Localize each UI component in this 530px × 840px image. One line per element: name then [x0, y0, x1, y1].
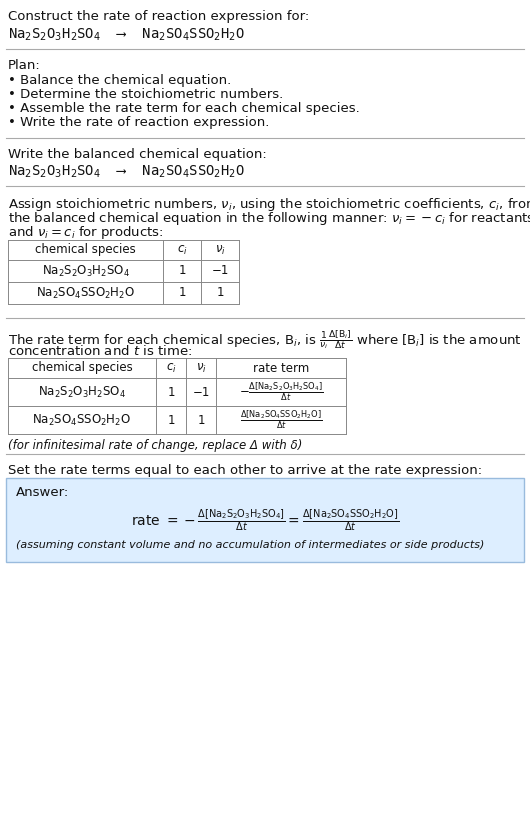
Text: 1: 1 — [167, 386, 175, 398]
Text: Na$_2$S$_2$O$_3$H$_2$SO$_4$  ⟶  Na$_2$SO$_4$SSO$_2$H$_2$O: Na$_2$S$_2$O$_3$H$_2$SO$_4$ ⟶ Na$_2$SO$_… — [8, 164, 245, 181]
Text: Na$_2$S$_2$O$_3$H$_2$SO$_4$  ⟶  Na$_2$SO$_4$SSO$_2$H$_2$O: Na$_2$S$_2$O$_3$H$_2$SO$_4$ ⟶ Na$_2$SO$_… — [8, 27, 245, 44]
Text: $c_i$: $c_i$ — [176, 244, 188, 256]
Text: the balanced chemical equation in the following manner: $\nu_i = -c_i$ for react: the balanced chemical equation in the fo… — [8, 210, 530, 227]
Text: $-\frac{\Delta[\mathrm{Na_2S_2O_3H_2SO_4}]}{\Delta t}$: $-\frac{\Delta[\mathrm{Na_2S_2O_3H_2SO_4… — [238, 381, 323, 403]
Text: Na$_2$S$_2$O$_3$H$_2$SO$_4$: Na$_2$S$_2$O$_3$H$_2$SO$_4$ — [38, 385, 126, 400]
Text: $\nu_i$: $\nu_i$ — [196, 361, 206, 375]
Text: (assuming constant volume and no accumulation of intermediates or side products): (assuming constant volume and no accumul… — [16, 540, 484, 550]
Text: Set the rate terms equal to each other to arrive at the rate expression:: Set the rate terms equal to each other t… — [8, 464, 482, 477]
Text: (for infinitesimal rate of change, replace Δ with δ): (for infinitesimal rate of change, repla… — [8, 439, 303, 452]
Text: and $\nu_i = c_i$ for products:: and $\nu_i = c_i$ for products: — [8, 224, 164, 241]
Text: $\frac{\Delta[\mathrm{Na_2SO_4SSO_2H_2O}]}{\Delta t}$: $\frac{\Delta[\mathrm{Na_2SO_4SSO_2H_2O}… — [240, 409, 322, 431]
Text: 1: 1 — [216, 286, 224, 300]
Text: Assign stoichiometric numbers, $\nu_i$, using the stoichiometric coefficients, $: Assign stoichiometric numbers, $\nu_i$, … — [8, 196, 530, 213]
Text: The rate term for each chemical species, B$_i$, is $\frac{1}{\nu_i}\frac{\Delta[: The rate term for each chemical species,… — [8, 328, 522, 351]
Text: concentration and $t$ is time:: concentration and $t$ is time: — [8, 344, 192, 358]
Text: $c_i$: $c_i$ — [166, 361, 176, 375]
Text: rate $= -\frac{\Delta[\mathrm{Na_2S_2O_3H_2SO_4}]}{\Delta t} = \frac{\Delta[\mat: rate $= -\frac{\Delta[\mathrm{Na_2S_2O_3… — [131, 507, 399, 533]
Text: • Determine the stoichiometric numbers.: • Determine the stoichiometric numbers. — [8, 88, 283, 101]
Text: $\nu_i$: $\nu_i$ — [215, 244, 225, 256]
Text: • Balance the chemical equation.: • Balance the chemical equation. — [8, 74, 231, 87]
Text: Answer:: Answer: — [16, 486, 69, 499]
Text: rate term: rate term — [253, 361, 309, 375]
Text: 1: 1 — [178, 265, 186, 277]
Text: • Assemble the rate term for each chemical species.: • Assemble the rate term for each chemic… — [8, 102, 360, 115]
Text: Na$_2$S$_2$O$_3$H$_2$SO$_4$: Na$_2$S$_2$O$_3$H$_2$SO$_4$ — [41, 264, 129, 279]
Text: 1: 1 — [178, 286, 186, 300]
Text: 1: 1 — [197, 413, 205, 427]
Text: Write the balanced chemical equation:: Write the balanced chemical equation: — [8, 148, 267, 161]
Text: Construct the rate of reaction expression for:: Construct the rate of reaction expressio… — [8, 10, 309, 23]
Text: Na$_2$SO$_4$SSO$_2$H$_2$O: Na$_2$SO$_4$SSO$_2$H$_2$O — [32, 412, 131, 428]
Text: chemical species: chemical species — [35, 244, 136, 256]
Text: 1: 1 — [167, 413, 175, 427]
Text: −1: −1 — [211, 265, 228, 277]
FancyBboxPatch shape — [6, 478, 524, 562]
Text: −1: −1 — [192, 386, 210, 398]
Text: chemical species: chemical species — [32, 361, 132, 375]
Text: • Write the rate of reaction expression.: • Write the rate of reaction expression. — [8, 116, 269, 129]
Text: Plan:: Plan: — [8, 59, 41, 72]
Text: Na$_2$SO$_4$SSO$_2$H$_2$O: Na$_2$SO$_4$SSO$_2$H$_2$O — [36, 286, 135, 301]
